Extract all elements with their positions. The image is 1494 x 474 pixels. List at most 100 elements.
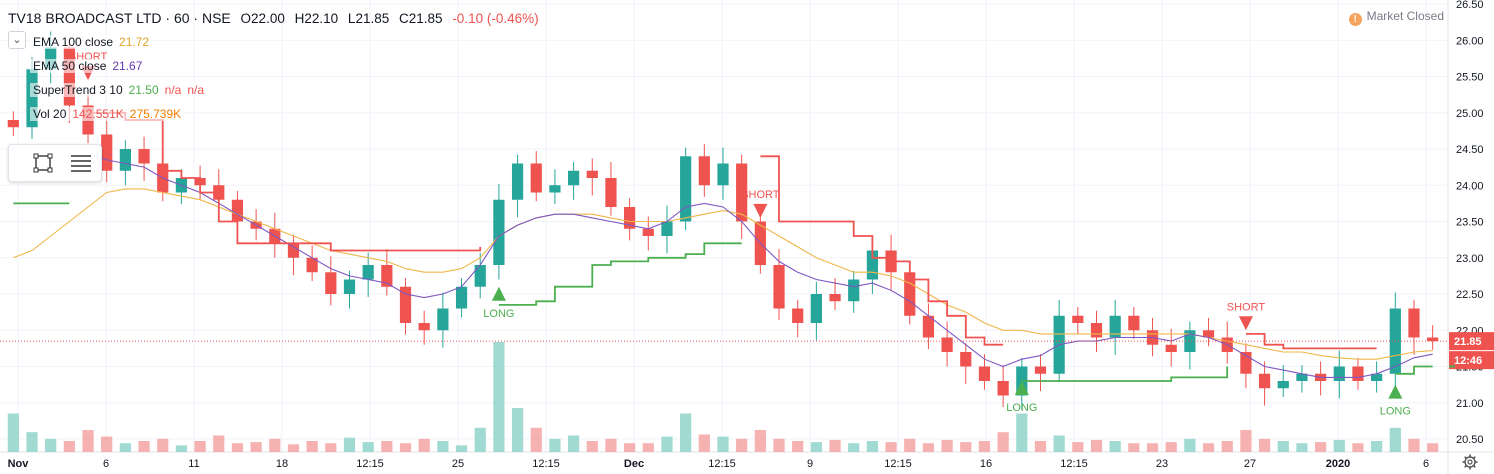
hamburger-icon[interactable] bbox=[69, 153, 93, 173]
candle-body bbox=[26, 69, 38, 128]
candle-body bbox=[418, 323, 430, 331]
long-signal-label: LONG bbox=[1380, 406, 1411, 418]
indicator-name: EMA 50 close bbox=[33, 59, 107, 73]
volume-bar bbox=[1352, 443, 1364, 452]
indicator-value: 21.72 bbox=[119, 35, 150, 49]
volume-bar bbox=[7, 413, 19, 452]
candle-body bbox=[624, 207, 636, 229]
volume-bar bbox=[829, 439, 841, 452]
candle-body bbox=[511, 163, 524, 200]
volume-bar bbox=[885, 442, 897, 452]
candle-body bbox=[680, 156, 692, 222]
volume-bar bbox=[250, 442, 262, 452]
volume-bar bbox=[1389, 427, 1401, 452]
volume-bar bbox=[922, 443, 935, 452]
candle-body bbox=[1408, 308, 1420, 338]
volume-bar bbox=[1408, 438, 1420, 452]
candle-body bbox=[325, 272, 337, 294]
volume-bar bbox=[1072, 442, 1084, 452]
time-tick-label: 2020 bbox=[1326, 458, 1350, 470]
volume-bar bbox=[455, 445, 468, 452]
price-tick-label: 20.50 bbox=[1456, 434, 1484, 446]
volume-bar bbox=[287, 444, 300, 452]
volume-bar bbox=[997, 432, 1009, 452]
volume-bar bbox=[848, 443, 860, 452]
volume-bar bbox=[1090, 439, 1103, 452]
volume-bar bbox=[1109, 441, 1121, 452]
settings-gear-icon[interactable] bbox=[1462, 454, 1478, 470]
volume-bar bbox=[45, 438, 57, 452]
short-signal-arrow bbox=[753, 203, 768, 218]
price-tick-label: 26.50 bbox=[1456, 0, 1484, 11]
volume-bar bbox=[119, 443, 131, 452]
candle-body bbox=[941, 337, 953, 352]
candle-body bbox=[848, 279, 860, 302]
candle-body bbox=[605, 178, 617, 207]
candle-body bbox=[978, 366, 991, 381]
volume-bar bbox=[642, 443, 654, 452]
candle-body bbox=[1165, 344, 1177, 352]
countdown-badge bbox=[1449, 351, 1494, 370]
time-tick-label: 6 bbox=[103, 458, 109, 470]
time-tick-label: 25 bbox=[452, 458, 464, 470]
indicator-volume[interactable]: Vol 20 142.551K 275.739K bbox=[8, 102, 539, 126]
indicator-name: EMA 100 close bbox=[33, 35, 114, 49]
drawing-toolbar bbox=[8, 144, 102, 182]
indicator-value: 21.67 bbox=[112, 59, 143, 73]
ema50-line bbox=[13, 144, 1433, 378]
price-tick-label: 24.00 bbox=[1456, 180, 1484, 192]
low-value: 21.85 bbox=[355, 11, 390, 26]
candle-body bbox=[736, 163, 748, 222]
volume-bar bbox=[157, 438, 169, 452]
volume-bar bbox=[1146, 443, 1159, 452]
price-tick-label: 26.00 bbox=[1456, 35, 1484, 47]
candle-body bbox=[549, 185, 561, 193]
candle-body bbox=[773, 265, 785, 309]
candle-body bbox=[306, 257, 318, 273]
indicator-value: 142.551K bbox=[72, 107, 124, 121]
time-tick-label: 12:15 bbox=[1060, 458, 1088, 470]
high-value: 22.10 bbox=[304, 11, 339, 26]
indicator-ema100[interactable]: EMA 100 close 21.72 bbox=[8, 30, 539, 54]
volume-bar bbox=[904, 438, 916, 452]
change-value: -0.10 (-0.46%) bbox=[452, 11, 539, 26]
volume-bar bbox=[343, 437, 356, 452]
symbol-header: TV18 BROADCAST LTD · 60 · NSE O22.00 H22… bbox=[8, 10, 539, 26]
open-value: 22.00 bbox=[251, 11, 285, 26]
indicator-name: Vol 20 bbox=[33, 107, 67, 121]
candle-body bbox=[1427, 337, 1439, 342]
time-tick-label: Dec bbox=[624, 458, 644, 470]
market-status[interactable]: ! Market Closed bbox=[1348, 9, 1444, 26]
candle-body bbox=[1184, 330, 1196, 352]
chart-legend: TV18 BROADCAST LTD · 60 · NSE O22.00 H22… bbox=[8, 6, 539, 126]
long-signal-label: LONG bbox=[1006, 402, 1037, 414]
price-tick-label: 23.00 bbox=[1456, 253, 1484, 265]
indicator-ema50[interactable]: EMA 50 close 21.67 bbox=[8, 54, 539, 78]
time-tick-label: Nov bbox=[8, 458, 30, 470]
indicator-value: n/a bbox=[187, 83, 205, 97]
volume-bar bbox=[1165, 442, 1177, 452]
volume-bar bbox=[1221, 441, 1233, 452]
time-tick-label: 12:15 bbox=[884, 458, 912, 470]
candle-body bbox=[399, 286, 412, 323]
candle-body bbox=[717, 163, 729, 186]
volume-bar bbox=[325, 443, 337, 452]
supertrend-up-line bbox=[1021, 366, 1229, 382]
rectangle-tool-icon[interactable] bbox=[33, 153, 53, 173]
candle-body bbox=[1128, 315, 1140, 331]
candle-body bbox=[343, 279, 356, 294]
volume-bar bbox=[1184, 438, 1196, 452]
volume-bar bbox=[194, 441, 206, 452]
market-status-label: Market Closed bbox=[1366, 9, 1444, 23]
indicator-name: SuperTrend 3 10 bbox=[33, 83, 123, 97]
volume-bar bbox=[138, 441, 150, 452]
time-tick-label: 18 bbox=[276, 458, 288, 470]
time-tick-label: 9 bbox=[807, 458, 813, 470]
time-tick-label: 12:15 bbox=[532, 458, 560, 470]
indicator-supertrend[interactable]: SuperTrend 3 10 21.50 n/a n/a bbox=[8, 78, 539, 102]
candle-body bbox=[1296, 373, 1308, 381]
collapse-legend-button[interactable]: ⌄ bbox=[8, 31, 26, 49]
price-tick-label: 25.00 bbox=[1456, 108, 1484, 120]
